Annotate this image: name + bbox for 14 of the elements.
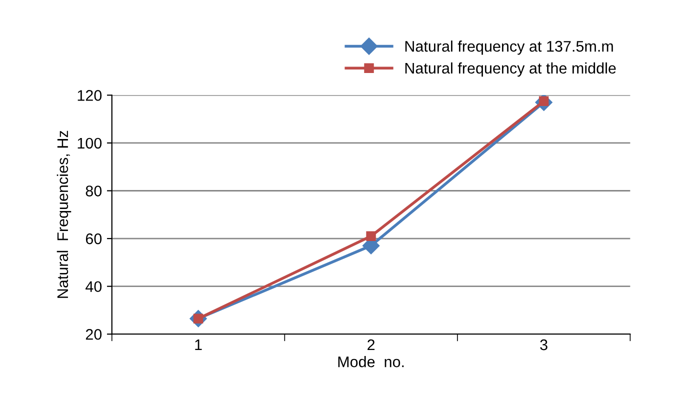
y-tick-label: 120	[78, 90, 102, 101]
x-tick-label: 1	[195, 340, 202, 350]
x-axis-title: Mode no.	[338, 356, 404, 368]
y-tick-label: 40	[86, 281, 102, 292]
x-tick-label: 3	[540, 339, 548, 350]
y-axis-title: Natural Frequencies, Hz	[56, 130, 72, 298]
y-tick-label: 100	[78, 138, 102, 149]
legend-label: Natural frequency at 137.5m.m	[405, 40, 613, 55]
y-tick-label: 20	[86, 328, 102, 340]
point	[366, 231, 376, 242]
legend-label: Natural frequency at the middle	[405, 62, 616, 77]
y-tick-label: 60	[86, 233, 102, 244]
x-tick-label: 2	[368, 339, 375, 350]
y-tick-label: 80	[86, 186, 102, 196]
